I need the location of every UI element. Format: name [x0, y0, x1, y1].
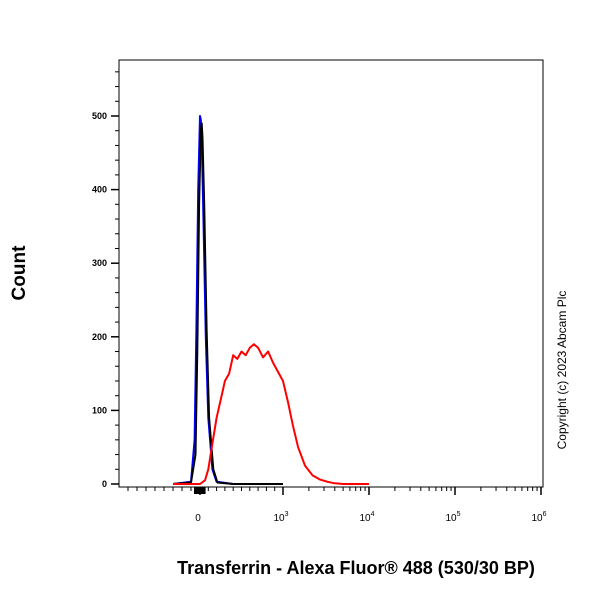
- x-tick-exponent: 5: [457, 511, 461, 518]
- y-axis: 0 100 200 300 400 500: [92, 71, 119, 489]
- x-axis-label: Transferrin - Alexa Fluor® 488 (530/30 B…: [177, 558, 535, 578]
- series-line-3: [173, 343, 369, 485]
- y-tick-label: 400: [92, 185, 107, 195]
- y-tick-label: 300: [92, 258, 107, 268]
- x-tick-label: 103: [273, 511, 288, 524]
- x-axis: 0 103 104 105 106: [127, 487, 547, 524]
- plot-frame: [118, 59, 544, 488]
- y-tick-label: 0: [102, 479, 107, 489]
- copyright-text: Copyright (c) 2023 Abcam Plc: [555, 291, 569, 450]
- x-tick-exponent: 6: [543, 511, 547, 518]
- x-tick-label: 0: [195, 513, 201, 524]
- x-tick-exponent: 4: [371, 511, 375, 518]
- x-tick-exponent: 3: [285, 511, 289, 518]
- x-tick-label: 104: [359, 511, 374, 524]
- y-tick-label: 500: [92, 111, 107, 121]
- y-axis-label: Count: [9, 245, 30, 301]
- y-tick-label: 100: [92, 405, 107, 415]
- x-tick-label: 105: [445, 511, 460, 524]
- series-line-1: [172, 115, 283, 485]
- series-group: [172, 115, 369, 485]
- series-line-2: [172, 122, 283, 485]
- x-tick-label: 106: [531, 511, 546, 524]
- y-tick-label: 200: [92, 332, 107, 342]
